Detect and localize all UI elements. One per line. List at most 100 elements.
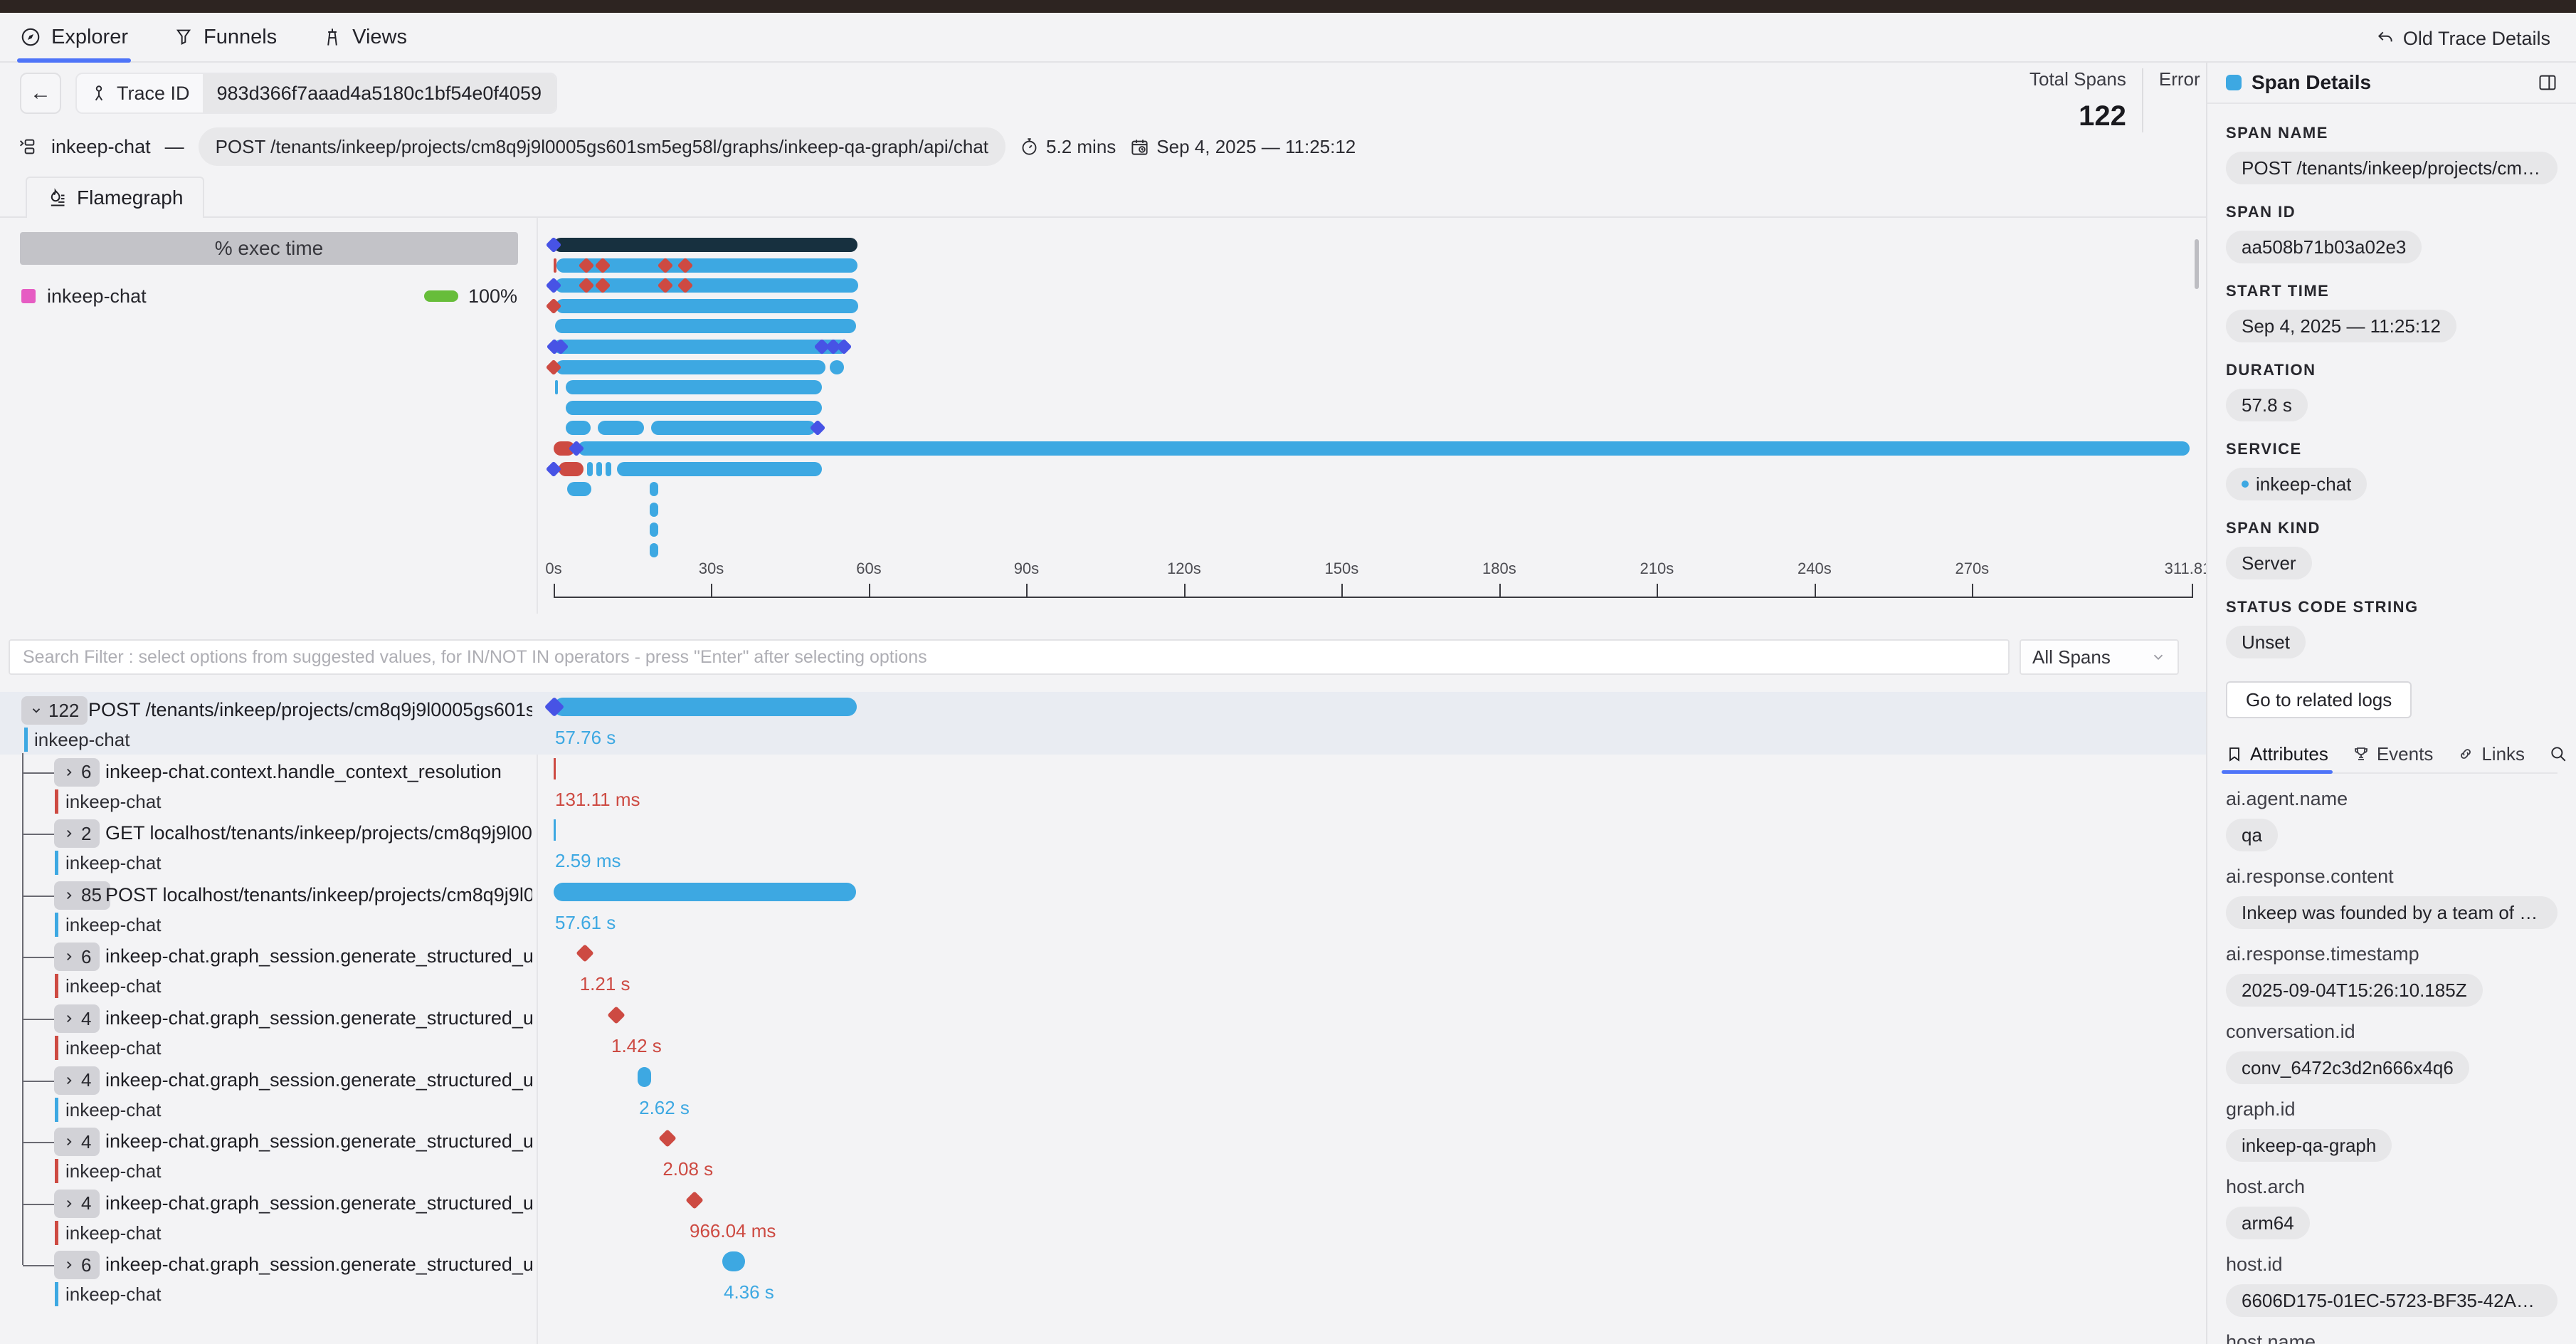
span-name[interactable]: POST /tenants/inkeep/projects/cm8q9j9l00…	[88, 699, 532, 720]
span-name[interactable]: inkeep-chat.graph_session.generate_struc…	[105, 1192, 532, 1214]
axis-tick	[868, 584, 870, 598]
field-value-pill[interactable]: Sep 4, 2025 — 11:25:12	[2226, 310, 2456, 342]
span-toggle-badge[interactable]: 6	[54, 1251, 100, 1280]
tab-views[interactable]: Views	[322, 13, 407, 61]
flamegraph-span-bar[interactable]	[555, 359, 826, 374]
span-duration-label: 57.76 s	[555, 727, 616, 748]
flamegraph-event-diamond[interactable]	[545, 461, 562, 477]
root-endpoint-pill[interactable]: POST /tenants/inkeep/projects/cm8q9j9l00…	[198, 127, 1006, 166]
flamegraph-span-bar[interactable]	[565, 421, 591, 436]
flamegraph-span-bar[interactable]	[554, 258, 556, 273]
span-name[interactable]: inkeep-chat.graph_session.generate_struc…	[105, 1069, 532, 1091]
attribute-value-pill[interactable]: qa	[2226, 819, 2278, 851]
tab-flamegraph[interactable]: Flamegraph	[26, 177, 205, 218]
span-toggle-badge[interactable]: 85	[54, 881, 110, 910]
waterfall-tick[interactable]	[554, 819, 556, 841]
span-toggle-badge[interactable]: 6	[54, 757, 100, 787]
flamegraph-span-bar[interactable]	[555, 278, 859, 293]
waterfall-bar[interactable]	[554, 698, 857, 716]
spans-filter-select[interactable]: All Spans	[2020, 639, 2179, 675]
span-toggle-badge[interactable]: 2	[54, 819, 100, 849]
span-toggle-badge[interactable]: 4	[54, 1189, 100, 1218]
waterfall-dot[interactable]	[722, 1251, 746, 1272]
waterfall-diamond[interactable]	[575, 944, 594, 963]
span-toggle-badge[interactable]: 122	[21, 696, 88, 725]
service-color-border	[55, 1159, 58, 1184]
waterfall-tick[interactable]	[554, 757, 556, 779]
flamegraph-span-bar[interactable]	[598, 421, 644, 436]
waterfall-diamond[interactable]	[607, 1006, 625, 1024]
span-name[interactable]: inkeep-chat.graph_session.generate_struc…	[105, 1007, 532, 1029]
tab-events[interactable]: Events	[2353, 735, 2433, 772]
waterfall-dot[interactable]	[638, 1066, 652, 1087]
waterfall-bar[interactable]	[554, 882, 857, 901]
attribute-value-pill[interactable]: Inkeep was founded by a team of eigh...	[2226, 896, 2557, 929]
span-name[interactable]: inkeep-chat.graph_session.generate_struc…	[105, 1130, 532, 1153]
old-trace-details-button[interactable]: Old Trace Details	[2372, 23, 2555, 54]
flamegraph-span-bar[interactable]	[555, 298, 859, 313]
field-label: START TIME	[2226, 282, 2330, 300]
flamegraph-span-bar[interactable]	[565, 380, 823, 395]
trace-id-pill[interactable]: Trace ID 983d366f7aaad4a5180c1bf54e0f405…	[75, 73, 557, 114]
collapse-panel-icon[interactable]	[2538, 73, 2557, 93]
flamegraph-span-bar[interactable]	[651, 421, 815, 436]
span-name[interactable]: inkeep-chat.graph_session.generate_struc…	[105, 945, 532, 967]
field-value-pill[interactable]: inkeep-chat	[2226, 468, 2368, 500]
flamegraph-span-bar[interactable]	[586, 461, 593, 476]
flamegraph-span-bar[interactable]	[616, 461, 823, 476]
span-name[interactable]: GET localhost/tenants/inkeep/projects/cm…	[105, 822, 532, 844]
flamegraph-span-bar[interactable]	[555, 319, 857, 334]
attribute-value-pill[interactable]: 6606D175-01EC-5723-BF35-42A6486...	[2226, 1284, 2557, 1317]
tab-links[interactable]: Links	[2457, 735, 2525, 772]
flamegraph-span-bar[interactable]	[554, 441, 576, 456]
exec-time-header[interactable]: % exec time	[20, 232, 518, 265]
flamegraph-span-bar[interactable]	[554, 238, 857, 252]
flamegraph-span-bar[interactable]	[565, 400, 823, 415]
axis-tick-label: 210s	[1640, 560, 1674, 577]
service-legend-row[interactable]: inkeep-chat 100%	[21, 283, 519, 309]
flamegraph-span-bar[interactable]	[606, 461, 612, 476]
span-toggle-badge[interactable]: 4	[54, 1066, 100, 1095]
span-toggle-badge[interactable]: 4	[54, 1128, 100, 1157]
flamegraph-scrollbar[interactable]	[2195, 239, 2199, 289]
field-value-pill[interactable]: Unset	[2226, 626, 2306, 658]
go-to-related-logs-button[interactable]: Go to related logs	[2226, 681, 2412, 718]
tab-explorer[interactable]: Explorer	[17, 13, 131, 63]
waterfall-diamond[interactable]	[658, 1129, 677, 1148]
search-icon[interactable]	[2549, 745, 2567, 763]
field-value: Server	[2242, 552, 2296, 574]
search-filter-input[interactable]	[9, 639, 2010, 675]
back-button[interactable]: ←	[20, 73, 61, 114]
tab-attributes[interactable]: Attributes	[2222, 735, 2333, 774]
span-toggle-badge[interactable]: 6	[54, 943, 100, 972]
flamegraph-span-bar[interactable]	[558, 461, 584, 476]
field-value-pill[interactable]: Server	[2226, 547, 2312, 579]
waterfall-diamond[interactable]	[685, 1191, 704, 1209]
axis-tick	[2192, 584, 2193, 598]
flamegraph-span-bar[interactable]	[650, 543, 658, 557]
field-value-pill[interactable]: POST /tenants/inkeep/projects/cm8q9j9l00…	[2226, 152, 2557, 184]
span-toggle-badge[interactable]: 4	[54, 1004, 100, 1033]
flamegraph-canvas[interactable]	[0, 235, 2205, 562]
tab-funnels[interactable]: Funnels	[174, 13, 277, 61]
field-value-pill[interactable]: 57.8 s	[2226, 389, 2308, 421]
flamegraph-span-bar[interactable]	[567, 482, 592, 497]
flamegraph-span-bar[interactable]	[650, 523, 658, 537]
attribute-value-pill[interactable]: arm64	[2226, 1207, 2310, 1239]
flamegraph-span-bar[interactable]	[596, 461, 602, 476]
attribute-value-pill[interactable]: conv_6472c3d2n666x4q6	[2226, 1051, 2469, 1084]
span-name[interactable]: inkeep-chat.context.handle_context_resol…	[105, 760, 502, 782]
flamegraph-span-bar[interactable]	[556, 258, 857, 273]
flamegraph-span-bar[interactable]	[650, 502, 658, 517]
span-detail-field: SPAN ID aa508b71b03a02e3	[2226, 203, 2557, 263]
flamegraph-span-bar[interactable]	[650, 482, 658, 497]
attribute-value-pill[interactable]: 2025-09-04T15:26:10.185Z	[2226, 974, 2483, 1007]
span-name[interactable]: POST localhost/tenants/inkeep/projects/c…	[105, 883, 532, 905]
flamegraph-span-bar[interactable]	[577, 441, 2190, 456]
flamegraph-span-bar[interactable]	[554, 340, 848, 354]
span-name[interactable]: inkeep-chat.graph_session.generate_struc…	[105, 1254, 532, 1276]
field-value-pill[interactable]: aa508b71b03a02e3	[2226, 231, 2422, 263]
attribute-value-pill[interactable]: inkeep-qa-graph	[2226, 1129, 2392, 1162]
flamegraph-span-bar[interactable]	[555, 380, 559, 395]
flamegraph-span-bar[interactable]	[829, 359, 844, 374]
